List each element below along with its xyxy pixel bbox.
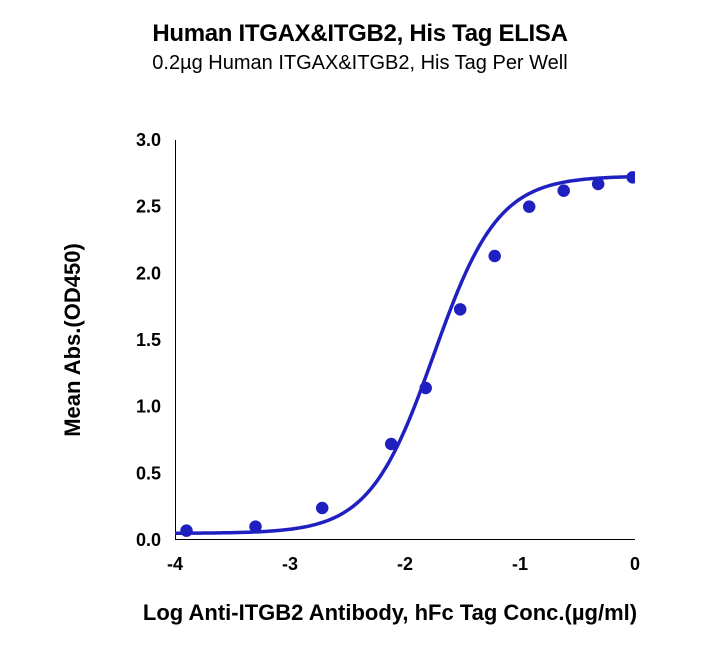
data-point xyxy=(627,172,635,183)
y-tick-label: 2.5 xyxy=(136,197,161,217)
data-point xyxy=(489,251,500,262)
data-point xyxy=(181,525,192,536)
x-tick-label: 0 xyxy=(630,554,640,574)
y-tick-label: 2.0 xyxy=(136,263,161,283)
data-point xyxy=(420,383,431,394)
x-tick-label: -2 xyxy=(397,554,413,574)
y-tick-label: 1.0 xyxy=(136,397,161,417)
y-axis-label: Mean Abs.(OD450) xyxy=(60,140,90,540)
y-tick-label: 1.5 xyxy=(136,330,161,350)
chart-subtitle: 0.2µg Human ITGAX&ITGB2, His Tag Per Wel… xyxy=(0,52,720,75)
x-tick-label: -1 xyxy=(512,554,528,574)
x-tick-label: -3 xyxy=(282,554,298,574)
fit-curve xyxy=(175,177,635,534)
data-point xyxy=(593,179,604,190)
chart-title: Human ITGAX&ITGB2, His Tag ELISA xyxy=(0,20,720,48)
data-point xyxy=(386,439,397,450)
y-tick-label: 0.5 xyxy=(136,463,161,483)
data-point xyxy=(317,503,328,514)
data-point xyxy=(250,521,261,532)
plot-area xyxy=(175,140,635,540)
x-tick-label: -4 xyxy=(167,554,183,574)
data-point xyxy=(524,201,535,212)
y-tick-label: 3.0 xyxy=(136,130,161,150)
data-markers xyxy=(181,172,635,536)
title-block: Human ITGAX&ITGB2, His Tag ELISA 0.2µg H… xyxy=(0,20,720,75)
x-axis-label: Log Anti-ITGB2 Antibody, hFc Tag Conc.(µ… xyxy=(100,600,680,626)
data-point xyxy=(558,185,569,196)
data-point xyxy=(455,304,466,315)
chart-container: Human ITGAX&ITGB2, His Tag ELISA 0.2µg H… xyxy=(0,0,720,672)
y-tick-label: 0.0 xyxy=(136,530,161,550)
